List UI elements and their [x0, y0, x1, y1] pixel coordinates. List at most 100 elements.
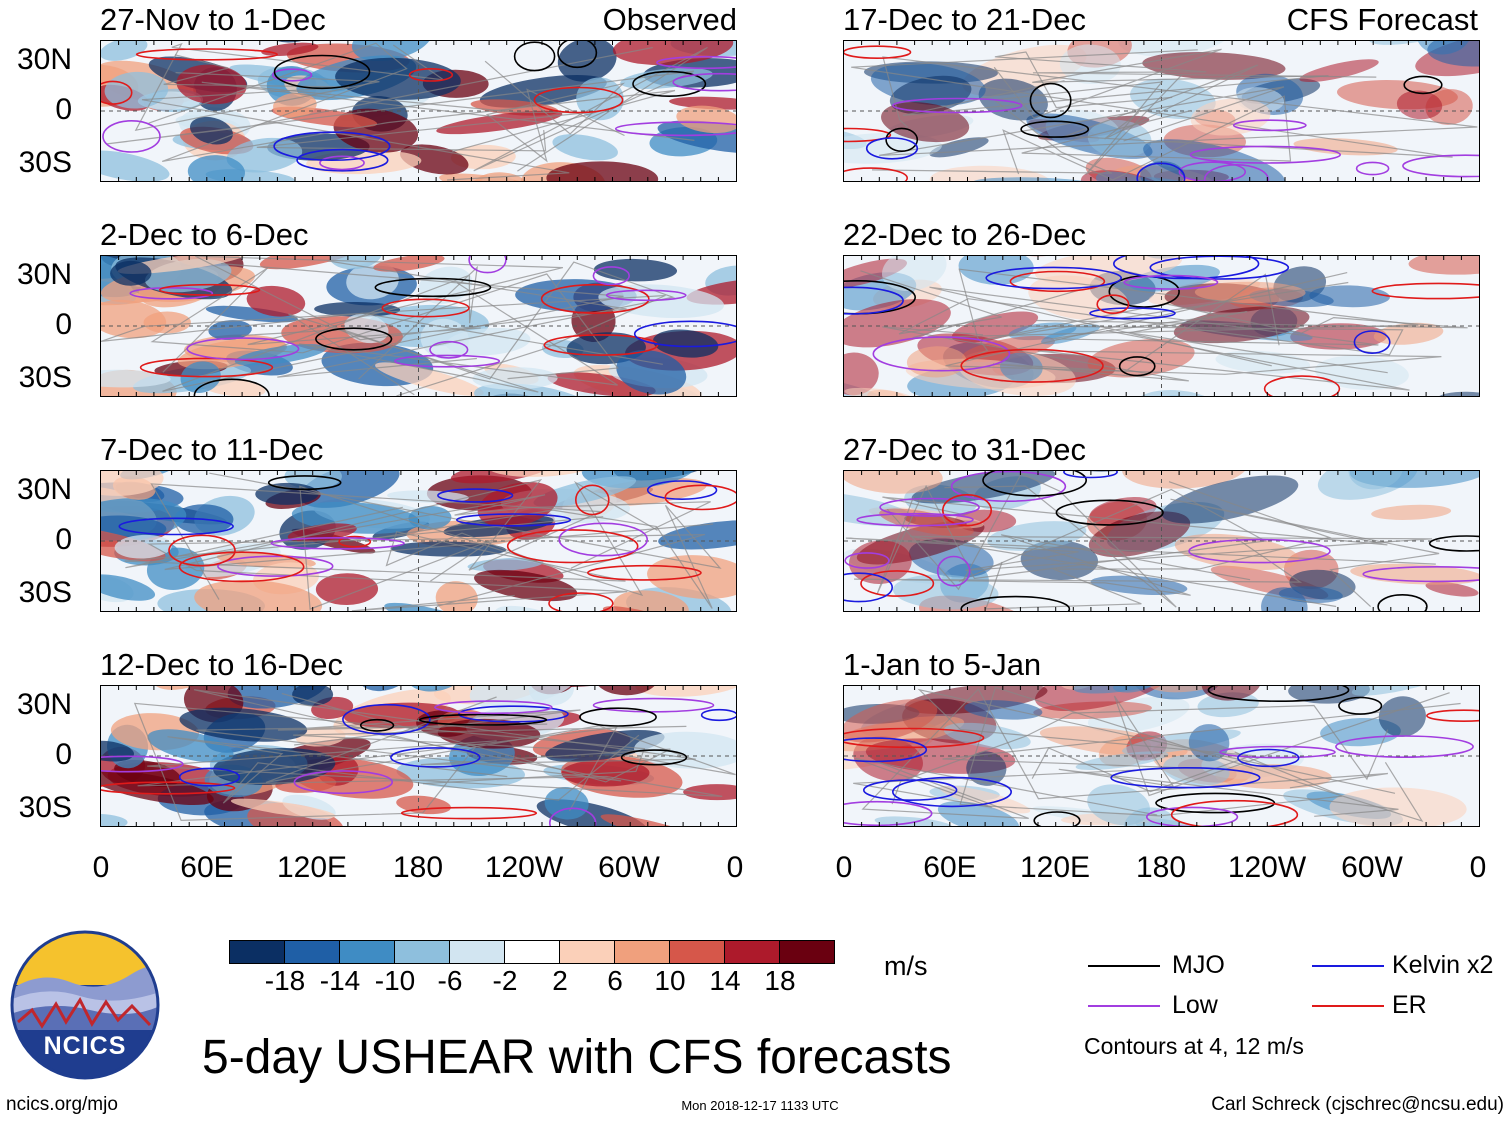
- shear-anomaly-blob: [292, 686, 334, 706]
- shear-anomaly-blob: [593, 258, 678, 282]
- coastline: [1058, 692, 1450, 817]
- contour-loop: [960, 348, 1104, 383]
- contour-loop: [359, 718, 395, 732]
- shear-anomaly-blob: [110, 260, 152, 286]
- contour-loop: [434, 700, 553, 715]
- shear-anomaly-blob: [1371, 504, 1452, 520]
- contour-loop: [101, 755, 184, 773]
- map-panel-forecast-2: [843, 255, 1480, 397]
- shear-anomaly-blob: [1437, 391, 1479, 396]
- ncics-logo[interactable]: NCICS: [10, 930, 160, 1080]
- x-tick-label: 180: [1135, 851, 1187, 884]
- y-tick-label: 30N: [16, 473, 72, 506]
- contour-loop: [267, 475, 342, 491]
- coastline: [148, 42, 676, 162]
- shear-anomaly-blob: [939, 785, 1031, 814]
- shear-anomaly-blob: [234, 344, 327, 366]
- colorbar-bin: [560, 941, 615, 963]
- contour-loop: [1096, 294, 1130, 315]
- shear-anomaly-blob: [1190, 98, 1271, 136]
- shear-anomaly-blob: [351, 41, 434, 62]
- x-tick-label: 120E: [1019, 851, 1091, 884]
- shear-anomaly-blob: [1278, 586, 1343, 604]
- shear-anomaly-blob: [657, 120, 736, 154]
- contour-loop: [558, 522, 649, 557]
- map-panel-forecast-1: [843, 40, 1480, 182]
- contour-loop: [1263, 375, 1341, 396]
- contour-loop: [614, 121, 736, 137]
- coastline: [288, 282, 618, 396]
- shear-anomaly-blob: [1315, 355, 1409, 390]
- logo-text: NCICS: [43, 1032, 127, 1060]
- shear-anomaly-blob: [469, 686, 579, 709]
- coastline: [912, 268, 1419, 357]
- shear-anomaly-blob: [1415, 41, 1479, 77]
- contour-note: Contours at 4, 12 m/s: [1084, 1033, 1304, 1059]
- coastline: [141, 54, 570, 181]
- shear-anomaly-blob: [1075, 751, 1169, 771]
- colorbar-label: -10: [374, 965, 416, 996]
- contour-loop: [1338, 696, 1383, 715]
- contour-loop: [844, 727, 985, 749]
- contour-loop: [592, 266, 630, 286]
- colorbar-label: 2: [552, 965, 568, 996]
- colorbar-label: 10: [654, 965, 686, 996]
- shear-anomaly-blob: [1035, 686, 1174, 712]
- x-tick-label: 120W: [484, 851, 564, 884]
- contour-loop: [633, 320, 736, 348]
- coastline: [886, 472, 1177, 608]
- y-tick-label: 0: [55, 738, 72, 771]
- x-tick-label: 0: [726, 851, 744, 884]
- shear-anomaly-blob: [101, 150, 170, 181]
- contour-loop: [844, 800, 933, 826]
- colorbar-label: 18: [764, 965, 796, 996]
- contour-loop: [1355, 161, 1390, 176]
- contour-loop: [270, 537, 405, 550]
- footer-timestamp: Mon 2018-12-17 1133 UTC: [681, 1098, 839, 1113]
- contour-loop: [844, 737, 928, 763]
- contour-loop: [543, 334, 659, 356]
- shear-anomaly-blob: [669, 96, 736, 110]
- contour-loop: [193, 378, 270, 396]
- coastline: [265, 696, 736, 783]
- shear-anomaly-blob: [1425, 581, 1479, 597]
- contour-loop: [950, 471, 1067, 502]
- coastline: [209, 472, 722, 609]
- shear-anomaly-blob: [1329, 787, 1467, 826]
- shear-anomaly-blob: [400, 144, 469, 175]
- coastline: [124, 516, 626, 582]
- shear-anomaly-blob: [594, 686, 660, 696]
- map-panel-observed-1: [100, 40, 737, 182]
- contour-loop: [135, 48, 279, 61]
- contour-loop: [1232, 119, 1307, 132]
- coastline: [945, 272, 1442, 391]
- shear-anomaly-blob: [844, 352, 879, 396]
- contour-loop: [271, 68, 313, 82]
- colorbar-bin: [725, 941, 780, 963]
- shear-anomaly-blob: [1073, 686, 1188, 694]
- map-panel-observed-4: [100, 685, 737, 827]
- footer-url[interactable]: ncics.org/mjo: [6, 1094, 118, 1115]
- shear-anomaly-blob: [439, 173, 552, 181]
- shear-anomaly-blob: [1000, 352, 1043, 382]
- shear-anomaly-blob: [635, 686, 736, 697]
- coastline: [101, 294, 666, 396]
- shear-anomaly-blob: [616, 350, 687, 395]
- contour-loop: [700, 708, 736, 722]
- contour-loop: [942, 494, 993, 527]
- contour-loop: [1149, 256, 1290, 280]
- contour-loop: [1219, 745, 1336, 759]
- contour-loop: [1178, 161, 1246, 181]
- shear-anomaly-blob: [477, 482, 558, 528]
- contour-loop: [1426, 709, 1479, 722]
- contour-loop: [1110, 766, 1261, 789]
- shear-anomaly-blob: [881, 256, 947, 292]
- shear-anomaly-blob: [844, 699, 938, 743]
- contour-loop: [394, 354, 501, 368]
- x-tick-label: 0: [1469, 851, 1487, 884]
- contour-loop: [102, 120, 161, 153]
- contour-loop: [862, 779, 958, 802]
- shear-anomaly-blob: [600, 814, 715, 826]
- contour-loop: [186, 337, 300, 361]
- colorbar-bin: [780, 941, 834, 963]
